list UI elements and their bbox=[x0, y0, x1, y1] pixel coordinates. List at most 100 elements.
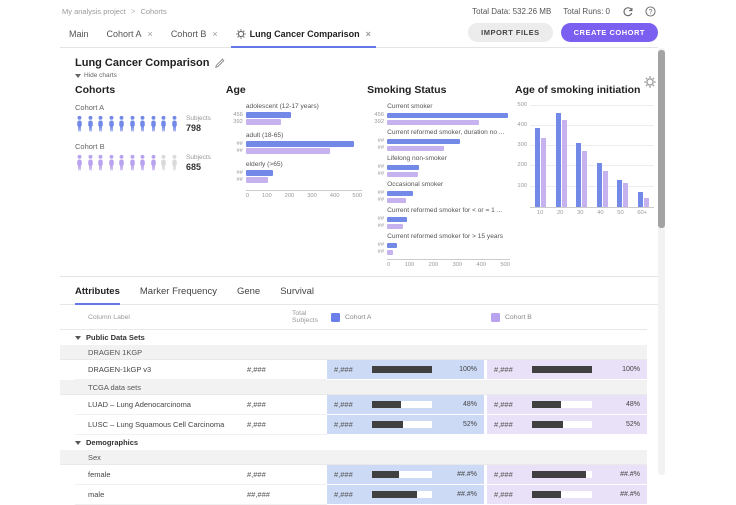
age-x-axis: 0100200300400500 bbox=[246, 190, 362, 199]
group-row-demographics[interactable]: Demographics bbox=[60, 435, 647, 450]
cohort-b-pictogram-group: Cohort B Subjects 685 bbox=[75, 142, 221, 172]
bar-track bbox=[372, 401, 432, 408]
total-runs-label: Total Runs: 0 bbox=[563, 7, 610, 16]
breadcrumb-project[interactable]: My analysis project bbox=[62, 7, 126, 16]
cohort-b-cell: #,#####.#% bbox=[487, 485, 647, 505]
refresh-icon[interactable] bbox=[622, 6, 633, 17]
bar-fill bbox=[372, 491, 417, 498]
help-icon[interactable]: ? bbox=[645, 6, 656, 17]
row-total: #,### bbox=[247, 415, 327, 435]
breadcrumb-cohorts[interactable]: Cohorts bbox=[140, 7, 166, 16]
tab-survival[interactable]: Survival bbox=[280, 286, 314, 304]
bar-value-label: ## bbox=[226, 177, 246, 183]
bar-fill bbox=[532, 491, 561, 498]
scrollbar-thumb[interactable] bbox=[658, 50, 665, 228]
table-row: LUAD – Lung Adenocarcinoma #,### #,###48… bbox=[60, 395, 647, 415]
smoking-category-label: Lifelong non-smoker bbox=[387, 155, 510, 162]
cohort-a-cell: #,###48% bbox=[327, 395, 484, 415]
table-row: DRAGEN-1kGP v3 #,### #,###100% #,###100% bbox=[60, 360, 647, 380]
collapse-triangle-icon[interactable] bbox=[75, 441, 81, 445]
collapse-triangle-icon[interactable] bbox=[75, 336, 81, 340]
initiation-plot-area bbox=[530, 103, 654, 208]
cohort-a-bar bbox=[597, 163, 602, 207]
cohort-b-bar bbox=[387, 146, 444, 151]
cohort-b-cell: #,###100% bbox=[487, 360, 647, 380]
cohort-a-bar bbox=[246, 112, 291, 118]
smoking-initiation-chart: Age of smoking initiation 50040030020010… bbox=[515, 84, 658, 268]
cohort-a-subjects-count: 798 bbox=[186, 123, 211, 133]
tab-gene[interactable]: Gene bbox=[237, 286, 260, 304]
bar-fill bbox=[532, 366, 592, 373]
tab-cohort-b[interactable]: Cohort B × bbox=[162, 29, 227, 47]
bar-track bbox=[372, 366, 432, 373]
import-files-button[interactable]: IMPORT FILES bbox=[468, 23, 553, 42]
tab-cohort-b-label: Cohort B bbox=[171, 29, 207, 39]
bar-track bbox=[532, 421, 592, 428]
hide-charts-label: Hide charts bbox=[84, 72, 117, 79]
cohort-a-bar bbox=[387, 165, 419, 170]
cohort-b-bar bbox=[387, 172, 418, 177]
cohorts-panel: Cohorts Cohort A Subjects 798 Cohort bbox=[75, 84, 221, 268]
cohort-b-person-icons bbox=[75, 154, 179, 171]
age-category-label: elderly (>65) bbox=[246, 161, 362, 168]
bar-value-label: 456 bbox=[226, 112, 246, 118]
bar-value-label: ## bbox=[367, 145, 387, 151]
tab-marker-frequency[interactable]: Marker Frequency bbox=[140, 286, 217, 304]
person-icon bbox=[86, 154, 95, 171]
close-icon[interactable]: × bbox=[148, 29, 153, 39]
total-subjects-header: Total Subjects bbox=[247, 310, 327, 324]
person-icon bbox=[138, 154, 147, 171]
tab-attributes[interactable]: Attributes bbox=[75, 286, 120, 304]
row-total: #,### bbox=[247, 465, 327, 485]
tab-bar: Main Cohort A × Cohort B × Lung Cancer C… bbox=[60, 19, 658, 48]
cohort-a-bar bbox=[387, 191, 413, 196]
row-total: ##,### bbox=[247, 485, 327, 505]
table-tab-bar: Attributes Marker Frequency Gene Surviva… bbox=[60, 277, 658, 305]
close-icon[interactable]: × bbox=[366, 29, 371, 39]
cohort-b-bar bbox=[246, 119, 281, 125]
person-icon bbox=[75, 154, 84, 171]
tab-lung-cancer-comparison-label: Lung Cancer Comparison bbox=[250, 29, 360, 39]
chart-settings-gear-icon[interactable] bbox=[644, 76, 656, 88]
cohort-a-bar bbox=[387, 243, 397, 248]
total-data-label: Total Data: 532.26 MB bbox=[472, 7, 551, 16]
bar-value-label: 392 bbox=[226, 119, 246, 125]
create-cohort-button[interactable]: CREATE COHORT bbox=[561, 23, 658, 42]
tab-main-label: Main bbox=[69, 29, 89, 39]
bar-value-label: ## bbox=[367, 190, 387, 196]
tab-main[interactable]: Main bbox=[60, 29, 98, 47]
vertical-scrollbar[interactable] bbox=[658, 48, 665, 475]
cohort-a-name: Cohort A bbox=[75, 103, 221, 112]
app-window: My analysis project > Cohorts Total Data… bbox=[0, 0, 736, 475]
tab-cohort-a[interactable]: Cohort A × bbox=[98, 29, 162, 47]
cohort-a-bar bbox=[246, 170, 273, 176]
bar-track bbox=[532, 401, 592, 408]
cohort-a-bar bbox=[617, 180, 622, 207]
bar-value-label: 456 bbox=[367, 112, 387, 118]
tab-lung-cancer-comparison[interactable]: Lung Cancer Comparison × bbox=[227, 29, 380, 47]
row-label: LUSC – Lung Squamous Cell Carcinoma bbox=[75, 415, 247, 435]
cohort-b-cell: #,#####.#% bbox=[487, 465, 647, 485]
cohort-b-bar bbox=[246, 148, 330, 154]
row-label: LUAD – Lung Adenocarcinoma bbox=[75, 395, 247, 415]
edit-pencil-icon[interactable] bbox=[215, 58, 225, 68]
cohort-b-bar bbox=[246, 177, 268, 183]
hide-charts-toggle[interactable]: Hide charts bbox=[75, 72, 658, 79]
age-category-label: adult (18-65) bbox=[246, 132, 362, 139]
initiation-chart-title: Age of smoking initiation bbox=[515, 84, 658, 96]
smoking-category-label: Current smoker bbox=[387, 103, 510, 110]
person-icon bbox=[107, 115, 116, 132]
person-icon bbox=[86, 115, 95, 132]
table-row: female #,### #,#####.#% #,#####.#% bbox=[60, 465, 647, 485]
table-header: Column Label Total Subjects Cohort A Coh… bbox=[60, 305, 647, 330]
cohort-a-swatch bbox=[331, 313, 340, 322]
close-icon[interactable]: × bbox=[212, 29, 217, 39]
bar-track bbox=[532, 366, 592, 373]
cohort-a-bar bbox=[576, 143, 581, 207]
group-row-public-data-sets[interactable]: Public Data Sets bbox=[60, 330, 647, 345]
bar-value-label: ## bbox=[367, 138, 387, 144]
person-icon bbox=[159, 154, 168, 171]
cohort-b-bar bbox=[387, 250, 393, 255]
cohort-b-bar bbox=[387, 224, 403, 229]
cohort-a-cell: #,###100% bbox=[327, 360, 484, 380]
